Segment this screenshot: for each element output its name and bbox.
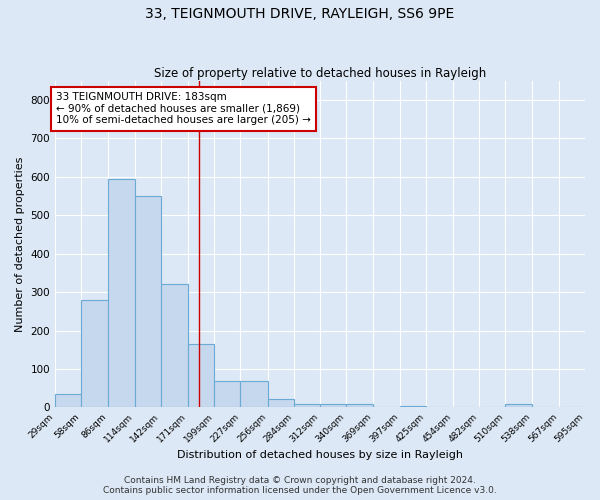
Text: Contains HM Land Registry data © Crown copyright and database right 2024.
Contai: Contains HM Land Registry data © Crown c…	[103, 476, 497, 495]
Bar	[346, 404, 373, 407]
Bar	[109, 180, 134, 408]
Title: Size of property relative to detached houses in Rayleigh: Size of property relative to detached ho…	[154, 66, 486, 80]
Bar	[55, 394, 81, 407]
Bar	[400, 406, 426, 407]
Bar	[81, 300, 109, 408]
Text: 33, TEIGNMOUTH DRIVE, RAYLEIGH, SS6 9PE: 33, TEIGNMOUTH DRIVE, RAYLEIGH, SS6 9PE	[145, 8, 455, 22]
Bar	[320, 404, 346, 407]
Bar	[241, 382, 268, 407]
Bar	[294, 404, 320, 407]
Bar	[134, 196, 161, 408]
X-axis label: Distribution of detached houses by size in Rayleigh: Distribution of detached houses by size …	[177, 450, 463, 460]
Bar	[161, 284, 188, 408]
Bar	[214, 382, 241, 407]
Bar	[268, 399, 294, 407]
Y-axis label: Number of detached properties: Number of detached properties	[15, 156, 25, 332]
Bar	[505, 404, 532, 407]
Text: 33 TEIGNMOUTH DRIVE: 183sqm
← 90% of detached houses are smaller (1,869)
10% of : 33 TEIGNMOUTH DRIVE: 183sqm ← 90% of det…	[56, 92, 311, 126]
Bar	[188, 344, 214, 408]
